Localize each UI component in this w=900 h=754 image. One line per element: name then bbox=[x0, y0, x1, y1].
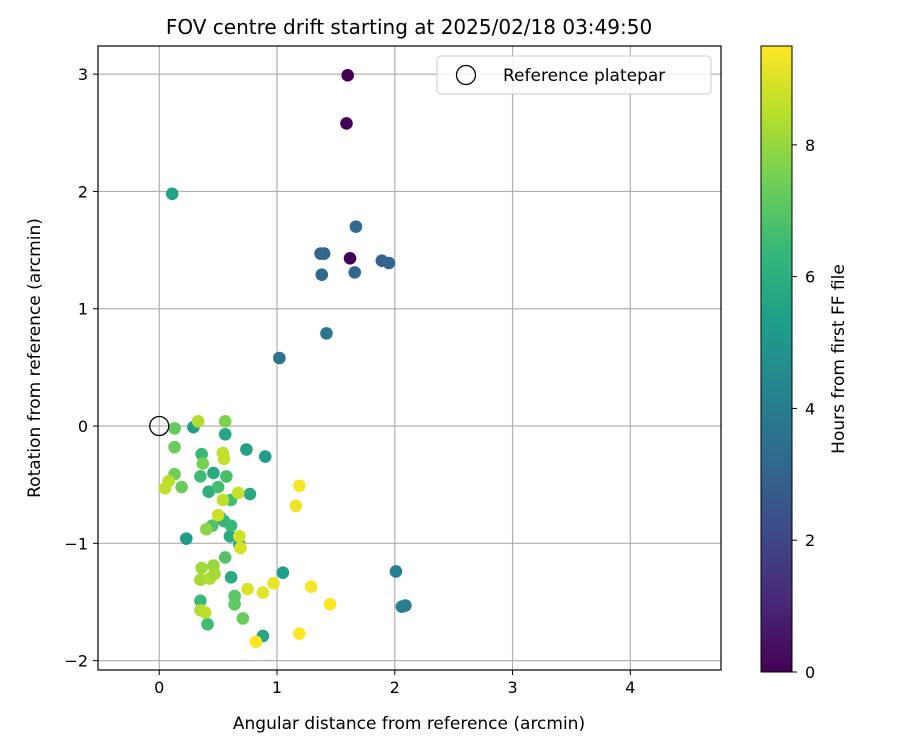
data-point bbox=[224, 519, 238, 533]
data-point bbox=[191, 415, 205, 428]
data-point bbox=[202, 485, 216, 499]
data-point bbox=[349, 220, 363, 233]
x-axis-ticks: 0 1 2 3 4 bbox=[154, 670, 635, 697]
data-point bbox=[207, 466, 220, 480]
data-point bbox=[289, 499, 303, 513]
data-point bbox=[223, 529, 237, 543]
data-point bbox=[340, 117, 353, 130]
plot-frame bbox=[97, 45, 722, 671]
data-point bbox=[175, 480, 188, 494]
data-point bbox=[293, 479, 306, 493]
data-point bbox=[196, 457, 210, 470]
data-point bbox=[240, 443, 253, 456]
x-tick-label: 3 bbox=[507, 678, 517, 697]
data-point bbox=[200, 522, 213, 536]
y-axis-ticks: −2 −1 0 1 2 3 bbox=[64, 65, 98, 671]
data-point bbox=[315, 268, 329, 282]
data-point bbox=[273, 351, 286, 365]
y-tick-label: 2 bbox=[78, 182, 88, 201]
y-tick-label: 0 bbox=[78, 417, 88, 436]
data-point bbox=[320, 327, 333, 340]
data-point bbox=[341, 69, 354, 82]
y-axis-label: Rotation from reference (arcmin) bbox=[25, 218, 45, 498]
legend-marker-icon bbox=[455, 64, 477, 86]
legend-label: Reference platepar bbox=[503, 66, 665, 86]
data-point bbox=[233, 529, 246, 543]
data-point bbox=[382, 256, 396, 270]
x-tick-label: 0 bbox=[154, 678, 164, 697]
legend: Reference platepar bbox=[436, 55, 712, 95]
data-point bbox=[194, 594, 207, 608]
data-point bbox=[168, 422, 181, 435]
data-point bbox=[343, 252, 357, 265]
data-point bbox=[194, 573, 207, 586]
data-point bbox=[256, 586, 270, 599]
colorbar-ticks: 0 2 4 6 8 bbox=[792, 136, 815, 682]
data-point bbox=[195, 447, 208, 461]
colorbar-tick-label: 2 bbox=[805, 531, 815, 550]
data-point bbox=[217, 452, 231, 466]
data-point bbox=[218, 551, 232, 564]
reference-marker-group bbox=[149, 415, 170, 437]
data-point bbox=[224, 571, 238, 584]
data-point bbox=[258, 450, 272, 463]
colorbar-tick-label: 6 bbox=[805, 268, 815, 287]
data-point bbox=[348, 266, 362, 279]
colorbar-label: Hours from first FF file bbox=[829, 264, 849, 454]
y-tick-label: 1 bbox=[78, 300, 88, 319]
colorbar bbox=[760, 45, 793, 673]
data-point bbox=[241, 582, 254, 596]
data-point bbox=[168, 440, 181, 454]
data-point bbox=[195, 561, 208, 575]
data-point bbox=[243, 487, 257, 501]
x-tick-label: 2 bbox=[390, 678, 400, 697]
data-point bbox=[198, 606, 212, 619]
colorbar-tick-label: 4 bbox=[805, 399, 815, 418]
data-point bbox=[216, 493, 230, 507]
x-axis-label: Angular distance from reference (arcmin) bbox=[233, 714, 585, 734]
y-tick-label: −2 bbox=[64, 652, 88, 671]
data-point bbox=[208, 567, 221, 581]
colorbar-tick-label: 0 bbox=[805, 663, 815, 682]
data-point bbox=[236, 612, 250, 625]
data-point bbox=[218, 427, 232, 441]
data-point bbox=[180, 532, 193, 545]
data-point bbox=[276, 566, 290, 579]
data-point bbox=[234, 541, 247, 555]
x-tick-label: 4 bbox=[625, 678, 635, 697]
data-point bbox=[323, 598, 337, 611]
data-point bbox=[194, 470, 207, 483]
data-point bbox=[389, 565, 403, 578]
data-point bbox=[267, 576, 280, 590]
data-point bbox=[304, 580, 318, 594]
colorbar-tick-label: 8 bbox=[805, 136, 815, 155]
chart-title: FOV centre drift starting at 2025/02/18 … bbox=[166, 15, 652, 39]
data-point bbox=[399, 599, 412, 612]
data-point bbox=[228, 598, 241, 611]
data-point bbox=[165, 187, 179, 201]
data-point bbox=[211, 508, 225, 522]
data-point bbox=[249, 635, 263, 649]
data-point bbox=[211, 480, 225, 494]
x-tick-label: 1 bbox=[272, 678, 282, 697]
data-point bbox=[201, 617, 214, 631]
data-point bbox=[158, 481, 172, 495]
y-tick-label: 3 bbox=[78, 65, 88, 84]
data-point bbox=[231, 486, 245, 500]
data-point bbox=[220, 470, 233, 483]
data-point bbox=[293, 627, 306, 640]
legend-box bbox=[436, 55, 712, 95]
data-point bbox=[317, 247, 331, 260]
reference-platepar-marker bbox=[149, 415, 170, 437]
y-tick-label: −1 bbox=[64, 534, 88, 553]
data-point bbox=[218, 415, 232, 428]
grid-lines bbox=[98, 46, 721, 670]
data-points bbox=[158, 69, 412, 649]
